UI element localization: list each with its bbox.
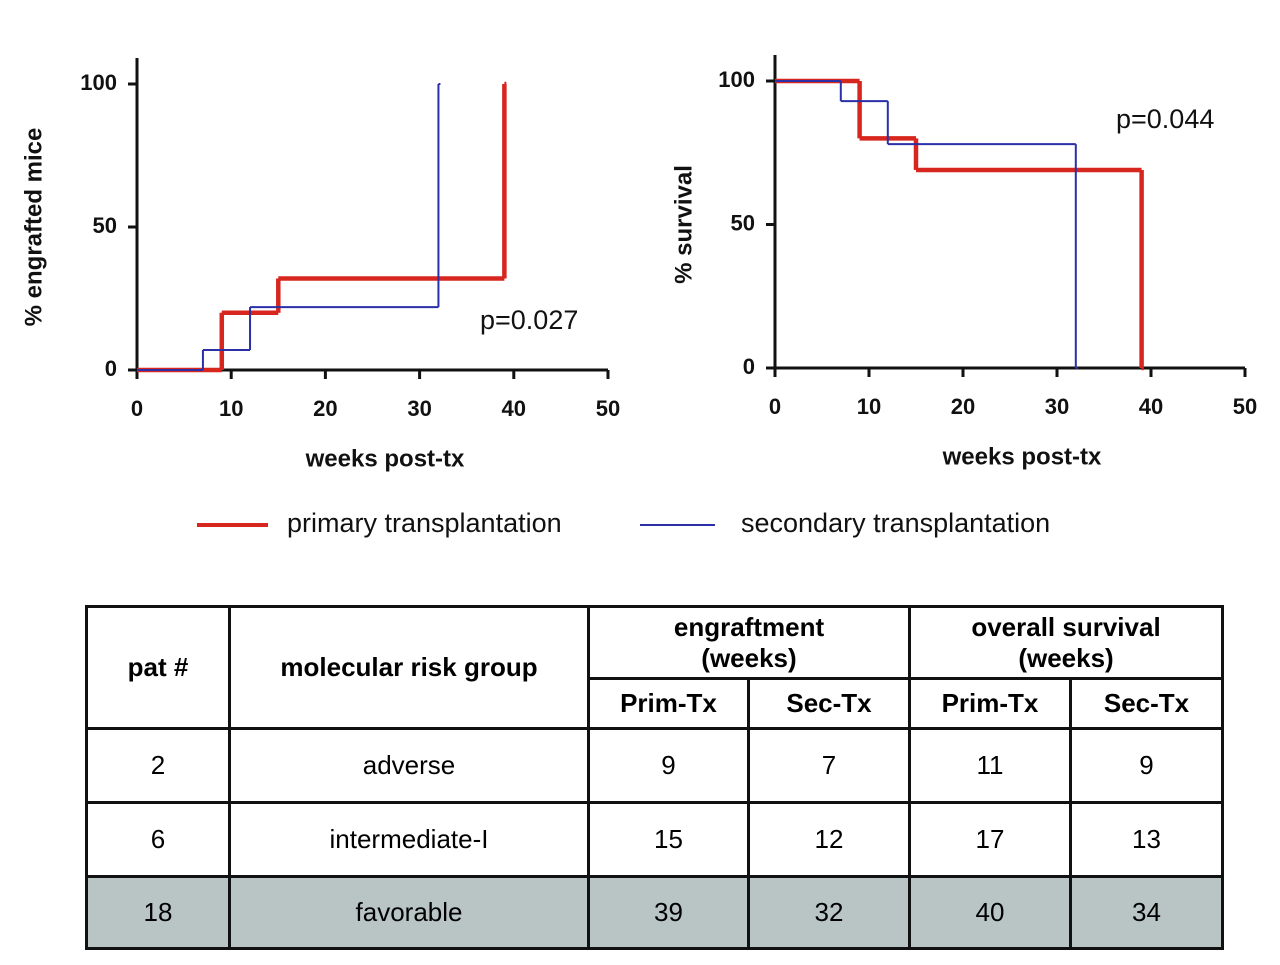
x-tick-label: 40 — [1139, 394, 1163, 419]
table-row: 6 intermediate-I 15 12 17 13 — [85, 801, 1225, 878]
table-cell: 32 — [747, 875, 911, 950]
y-tick-label: 50 — [93, 213, 117, 238]
subheader-cell: Sec-Tx — [747, 677, 911, 730]
x-axis-label: weeks post-tx — [942, 443, 1102, 470]
x-tick-label: 10 — [857, 394, 881, 419]
x-tick-label: 0 — [769, 394, 781, 419]
table-cell: 13 — [1068, 801, 1225, 878]
x-tick-label: 50 — [1233, 394, 1257, 419]
subheader-cell: Prim-Tx — [908, 677, 1072, 730]
table-cell: 40 — [908, 875, 1072, 950]
table-cell: 9 — [587, 727, 750, 804]
table-cell: 9 — [1068, 727, 1225, 804]
header-cell: engraftment (weeks) — [587, 605, 911, 680]
table-cell: 15 — [587, 801, 750, 878]
y-tick-label: 0 — [105, 356, 117, 381]
p-value: p=0.044 — [1116, 104, 1214, 134]
x-tick-label: 0 — [131, 396, 143, 421]
x-tick-label: 30 — [1045, 394, 1069, 419]
y-tick-label: 100 — [718, 67, 755, 92]
x-tick-label: 10 — [219, 396, 243, 421]
subheader-cell: Sec-Tx — [1068, 677, 1225, 730]
x-tick-label: 20 — [313, 396, 337, 421]
y-tick-label: 0 — [743, 354, 755, 379]
y-axis-label: % survival — [670, 165, 697, 284]
table-cell: 6 — [85, 801, 231, 878]
x-tick-label: 50 — [596, 396, 620, 421]
table-cell: 17 — [908, 801, 1072, 878]
table-cell: 39 — [587, 875, 750, 950]
table-cell: 7 — [747, 727, 911, 804]
table-row: 2 adverse 9 7 11 9 — [85, 727, 1225, 804]
x-tick-label: 30 — [407, 396, 431, 421]
y-tick-label: 100 — [80, 70, 117, 95]
table-cell: 2 — [85, 727, 231, 804]
header-cell: overall survival (weeks) — [907, 605, 1225, 680]
header-cell: pat # — [85, 605, 231, 730]
table-cell: 34 — [1068, 875, 1225, 950]
table-cell: adverse — [228, 727, 590, 804]
table-cell: 18 — [85, 875, 231, 950]
x-axis-label: weeks post-tx — [305, 445, 465, 472]
results-table: pat # molecular risk group engraftment (we… — [85, 605, 1225, 950]
subheader-cell: Prim-Tx — [587, 677, 750, 730]
p-value: p=0.027 — [480, 305, 578, 335]
y-axis-label: % engrafted mice — [20, 128, 47, 327]
table-row: 18 favorable 39 32 40 34 — [85, 875, 1225, 950]
legend-label: primary transplantation — [287, 508, 562, 538]
table-cell: intermediate-I — [228, 801, 590, 878]
table-cell: favorable — [228, 875, 590, 950]
table-cell: 12 — [747, 801, 911, 878]
legend-label: secondary transplantation — [741, 508, 1050, 538]
y-tick-label: 50 — [731, 210, 755, 235]
header-cell: molecular risk group — [228, 605, 590, 730]
x-tick-label: 20 — [951, 394, 975, 419]
x-tick-label: 40 — [502, 396, 526, 421]
table-cell: 11 — [908, 727, 1072, 804]
